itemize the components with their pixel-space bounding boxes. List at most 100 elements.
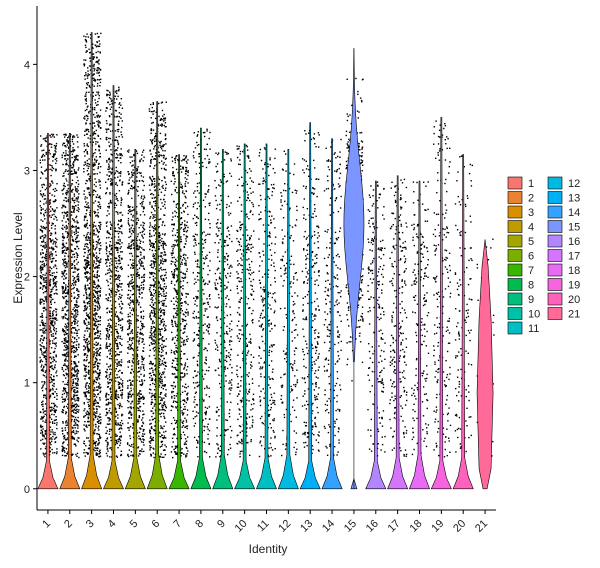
violin-1 [37, 133, 59, 490]
points-cluster-11 [258, 147, 277, 458]
points-cluster-6 [148, 101, 168, 459]
y-axis-title: Expression Level [11, 212, 25, 303]
x-tick-label-12: 12 [276, 518, 293, 535]
legend-label-16: 16 [568, 236, 580, 248]
violin-20 [452, 154, 474, 490]
points-cluster-10 [236, 144, 255, 458]
violin-6 [146, 101, 168, 490]
legend-label-2: 2 [528, 193, 534, 205]
x-tick-label-16: 16 [364, 518, 381, 535]
violins-layer [37, 32, 494, 490]
violin-18 [409, 180, 430, 490]
legend-key-12 [547, 176, 563, 190]
legend-key-11 [507, 321, 523, 335]
legend-label-13: 13 [568, 193, 580, 205]
legend-label-17: 17 [568, 251, 580, 263]
legend-key-14 [547, 205, 563, 219]
violin-9 [212, 148, 234, 490]
violin-13 [299, 122, 321, 490]
legend-label-18: 18 [568, 265, 580, 277]
points-cluster-16 [367, 181, 386, 457]
legend-key-6 [507, 249, 523, 262]
legend-key-10 [507, 307, 523, 320]
violin-12 [277, 148, 299, 490]
x-tick-label-4: 4 [106, 518, 119, 531]
points-cluster-14 [323, 138, 342, 457]
legend-key-17 [547, 249, 563, 262]
legend-label-7: 7 [528, 265, 534, 277]
violin-10 [234, 143, 256, 490]
x-tick-label-13: 13 [298, 518, 315, 535]
x-ticks: 1 2 3 4 5 6 7 8 9 10 11 12 13 14 15 16 17 18 19 20 21 [40, 510, 490, 535]
x-tick-label-8: 8 [193, 518, 206, 531]
legend-key-20 [547, 292, 563, 306]
legend-label-14: 14 [568, 207, 580, 219]
legend-label-1: 1 [528, 178, 534, 190]
violin-5 [124, 148, 146, 490]
x-tick-label-3: 3 [84, 518, 97, 531]
legend-key-15 [547, 220, 563, 233]
y-tick-label-0: 0 [24, 484, 30, 496]
legend-key-18 [547, 263, 563, 277]
violin-16 [365, 180, 387, 490]
violin-7 [168, 154, 190, 490]
legend-label-10: 10 [528, 309, 540, 321]
legend-key-19 [547, 278, 563, 291]
x-tick-label-15: 15 [342, 518, 359, 535]
x-tick-label-2: 2 [62, 518, 75, 531]
x-tick-label-18: 18 [407, 518, 424, 535]
legend-label-11: 11 [528, 323, 539, 335]
legend-label-4: 4 [528, 222, 534, 234]
legend-label-15: 15 [568, 222, 580, 234]
legend-key-1 [507, 176, 523, 190]
x-tick-label-5: 5 [128, 518, 141, 531]
violin-11 [256, 143, 277, 490]
violin-14 [321, 138, 343, 490]
legend-key-4 [507, 220, 523, 233]
violin-21 [476, 239, 494, 490]
x-tick-label-7: 7 [171, 518, 184, 531]
legend-label-5: 5 [528, 236, 534, 248]
legend-key-7 [507, 263, 523, 277]
y-tick-label-3: 3 [24, 165, 30, 177]
x-tick-label-21: 21 [473, 518, 490, 535]
violin-15 [343, 48, 365, 489]
violin-8 [190, 127, 212, 490]
violin-17 [387, 175, 409, 490]
legend-key-5 [507, 234, 523, 248]
x-tick-label-19: 19 [429, 518, 446, 535]
violin-4 [102, 85, 125, 490]
legend-key-2 [507, 191, 523, 204]
legend-label-8: 8 [528, 280, 534, 292]
x-tick-label-10: 10 [233, 518, 250, 535]
legend-key-21 [547, 307, 563, 320]
legend-key-13 [547, 191, 563, 204]
legend-label-19: 19 [568, 280, 580, 292]
x-tick-label-17: 17 [386, 518, 403, 535]
legend-label-21: 21 [568, 309, 580, 321]
legend-key-3 [507, 205, 523, 219]
violin-3 [81, 32, 103, 490]
violin-19 [430, 117, 452, 490]
y-tick-label-4: 4 [24, 59, 30, 71]
x-tick-label-6: 6 [150, 518, 163, 531]
violin-2 [59, 133, 81, 490]
x-axis-title: Identity [249, 542, 288, 556]
legend-key-16 [547, 234, 563, 248]
x-tick-label-20: 20 [451, 518, 468, 535]
y-ticks: 0 1 2 3 4 [24, 59, 37, 496]
y-tick-label-2: 2 [24, 272, 30, 284]
x-tick-label-9: 9 [215, 518, 228, 531]
legend-key-8 [507, 278, 523, 291]
y-tick-label-1: 1 [24, 378, 30, 390]
legend-label-12: 12 [568, 178, 580, 190]
legend-label-9: 9 [528, 294, 534, 306]
x-tick-label-11: 11 [255, 518, 272, 535]
legend-label-3: 3 [528, 207, 534, 219]
points-cluster-9 [214, 151, 233, 458]
x-tick-label-14: 14 [320, 518, 337, 535]
x-tick-label-1: 1 [40, 518, 53, 531]
legend-label-6: 6 [528, 251, 534, 263]
